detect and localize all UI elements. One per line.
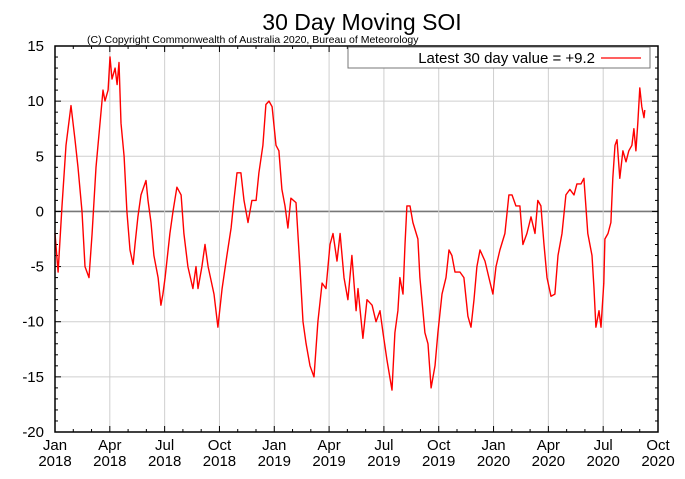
- x-tick-label-month: Jul: [594, 437, 613, 454]
- copyright-notice: (C) Copyright Commonwealth of Australia …: [87, 34, 419, 46]
- x-tick-label-month: Oct: [427, 437, 451, 454]
- x-tick-label-month: Jan: [481, 437, 505, 454]
- y-tick-label: 10: [27, 93, 44, 110]
- legend-label: Latest 30 day value = +9.2: [418, 50, 595, 67]
- x-tick-label-month: Apr: [537, 437, 560, 454]
- y-tick-label: -15: [22, 369, 44, 386]
- x-tick-label-month: Jan: [262, 437, 286, 454]
- x-tick-label-year: 2019: [312, 453, 345, 470]
- minor-ticks: [54, 45, 659, 433]
- legend: Latest 30 day value = +9.2: [347, 46, 651, 69]
- y-tick-label: -5: [31, 259, 44, 276]
- x-tick-label-year: 2018: [93, 453, 126, 470]
- x-tick-label-year: 2019: [367, 453, 400, 470]
- y-tick-label: 0: [36, 203, 44, 220]
- grid-lines: [54, 45, 659, 433]
- legend-box: [347, 46, 651, 69]
- x-tick-label-year: 2018: [38, 453, 71, 470]
- x-tick-label-year: 2019: [422, 453, 455, 470]
- x-tick-label-year: 2020: [532, 453, 565, 470]
- x-tick-label-month: Jul: [155, 437, 174, 454]
- y-tick-label: 15: [27, 38, 44, 55]
- x-tick-label-year: 2020: [586, 453, 619, 470]
- y-axis-labels: 15 10 5 0 -5 -10 -15 -20: [22, 38, 44, 441]
- x-tick-label-year: 2019: [258, 453, 291, 470]
- y-tick-label: -10: [22, 314, 44, 331]
- x-tick-label-month: Apr: [98, 437, 121, 454]
- x-tick-label-month: Oct: [646, 437, 670, 454]
- y-tick-label: 5: [36, 148, 44, 165]
- x-tick-label-month: Apr: [317, 437, 340, 454]
- x-tick-label-month: Jan: [43, 437, 67, 454]
- x-tick-label-year: 2020: [477, 453, 510, 470]
- y-tick-label: -20: [22, 424, 44, 441]
- series-layer: [54, 56, 646, 391]
- x-tick-label-year: 2018: [203, 453, 236, 470]
- x-tick-label-year: 2020: [641, 453, 674, 470]
- plot-frame: [54, 45, 659, 433]
- x-axis-labels: Jan2018Apr2018Jul2018Oct2018Jan2019Apr20…: [38, 437, 674, 470]
- x-tick-label-year: 2018: [148, 453, 181, 470]
- chart-title: 30 Day Moving SOI: [262, 9, 461, 35]
- x-tick-label-month: Oct: [208, 437, 232, 454]
- soi-series-line: [54, 56, 646, 391]
- x-tick-label-month: Jul: [374, 437, 393, 454]
